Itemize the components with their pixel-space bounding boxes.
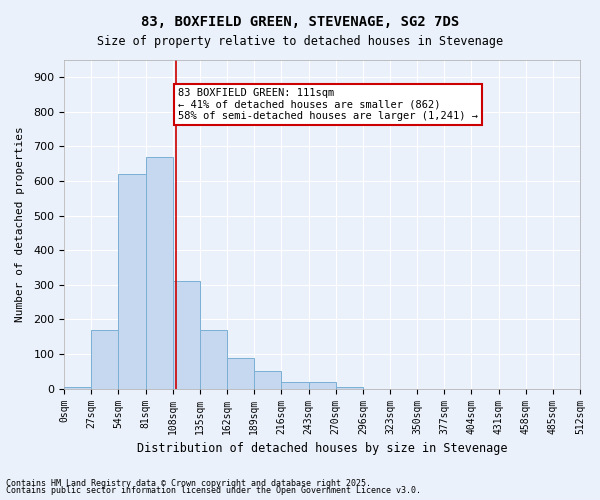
Bar	[335, 387, 363, 388]
Text: Contains HM Land Registry data © Crown copyright and database right 2025.: Contains HM Land Registry data © Crown c…	[6, 478, 371, 488]
Bar	[227, 358, 254, 388]
Bar	[200, 330, 227, 388]
Bar	[281, 382, 308, 388]
Text: Contains public sector information licensed under the Open Government Licence v3: Contains public sector information licen…	[6, 486, 421, 495]
X-axis label: Distribution of detached houses by size in Stevenage: Distribution of detached houses by size …	[137, 442, 508, 455]
Text: 83 BOXFIELD GREEN: 111sqm
← 41% of detached houses are smaller (862)
58% of semi: 83 BOXFIELD GREEN: 111sqm ← 41% of detac…	[178, 88, 478, 121]
Bar	[308, 382, 335, 388]
Bar	[118, 174, 146, 388]
Bar	[146, 157, 173, 388]
Bar	[254, 372, 281, 388]
Bar	[64, 387, 91, 388]
Bar	[91, 330, 118, 388]
Text: Size of property relative to detached houses in Stevenage: Size of property relative to detached ho…	[97, 35, 503, 48]
Y-axis label: Number of detached properties: Number of detached properties	[15, 126, 25, 322]
Text: 83, BOXFIELD GREEN, STEVENAGE, SG2 7DS: 83, BOXFIELD GREEN, STEVENAGE, SG2 7DS	[141, 15, 459, 29]
Bar	[173, 282, 200, 389]
